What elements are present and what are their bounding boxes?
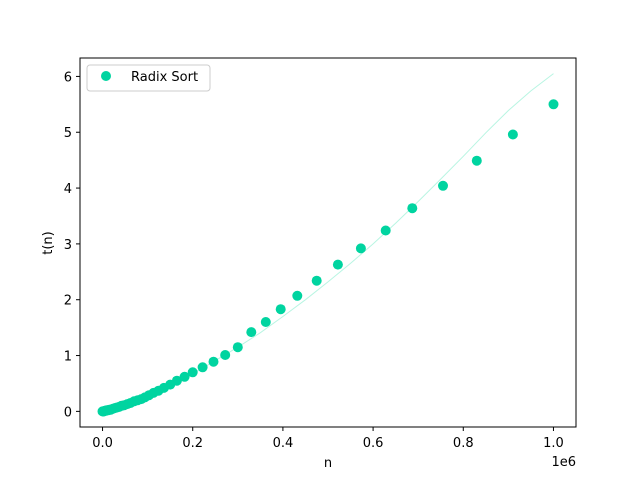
data-point [179, 371, 190, 382]
data-point [275, 304, 286, 315]
data-point [471, 155, 482, 166]
y-tick-label: 0 [64, 405, 72, 420]
x-axis-ticks: 0.0 0.2 0.4 0.6 0.8 1.0 [92, 427, 564, 451]
data-point [246, 327, 257, 338]
x-tick-label: 1.0 [543, 436, 564, 451]
data-point [260, 317, 271, 327]
data-point [438, 180, 448, 191]
y-tick-label: 3 [64, 238, 72, 253]
data-points-layer [97, 99, 559, 417]
x-axis-offset-label: 1e6 [551, 455, 576, 470]
data-point [332, 259, 343, 270]
data-point [171, 375, 182, 386]
y-tick-label: 6 [64, 70, 72, 85]
x-tick-label: 0.6 [363, 436, 384, 451]
fit-curve [102, 73, 554, 412]
x-tick-label: 0.8 [453, 436, 474, 451]
legend-label: Radix Sort [131, 70, 198, 85]
y-axis-ticks: 0 1 2 3 4 5 6 [64, 70, 80, 420]
data-point [208, 356, 219, 367]
data-point [197, 362, 208, 373]
data-point [507, 129, 518, 140]
y-tick-label: 1 [64, 350, 72, 365]
x-axis-label: n [324, 456, 332, 471]
data-point [220, 350, 231, 360]
legend-marker [101, 71, 111, 81]
y-tick-label: 4 [64, 182, 72, 197]
data-point [407, 203, 418, 214]
data-point [292, 290, 303, 301]
legend-box [86, 64, 211, 92]
y-axis-label: t(n) [41, 231, 56, 254]
x-tick-label: 0.0 [92, 436, 113, 451]
data-point [355, 243, 366, 254]
data-point [548, 99, 559, 110]
y-tick-label: 5 [64, 126, 72, 141]
x-tick-label: 0.2 [182, 436, 203, 451]
fit-curve-layer [102, 73, 554, 412]
data-point [380, 225, 391, 236]
x-tick-label: 0.4 [273, 436, 294, 451]
axes-frame [79, 57, 577, 428]
data-point [187, 367, 198, 378]
y-tick-label: 2 [64, 294, 72, 309]
data-point [232, 342, 243, 353]
data-point [311, 275, 322, 286]
legend: Radix Sort [86, 64, 211, 92]
